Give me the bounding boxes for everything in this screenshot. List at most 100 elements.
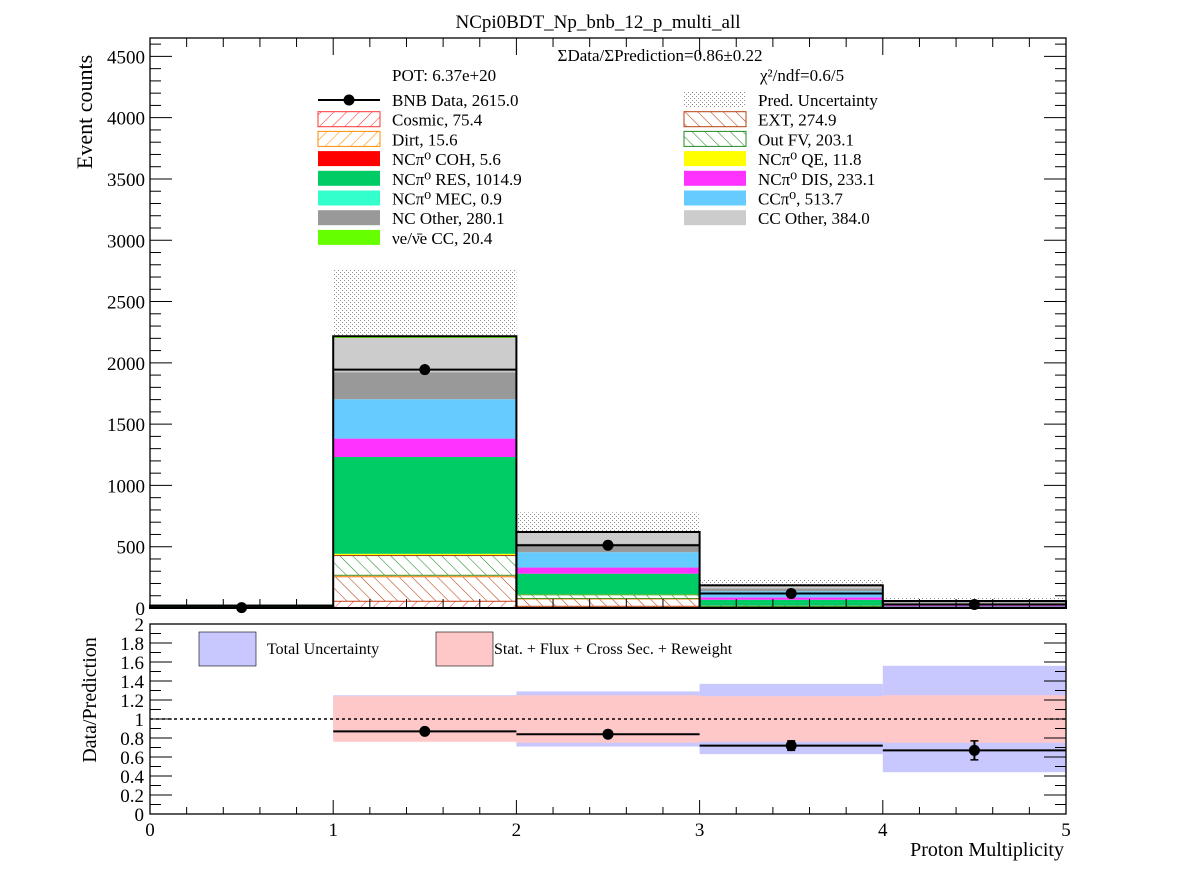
x-tick-label: 0 bbox=[145, 820, 155, 841]
y-tick-label: 1500 bbox=[107, 415, 145, 436]
legend-swatch bbox=[318, 229, 380, 245]
legend-label: CCπ⁰, 513.7 bbox=[758, 190, 843, 209]
ratio-point bbox=[602, 728, 614, 740]
ratio-y-tick-label: 0.4 bbox=[120, 767, 144, 788]
legend-swatch bbox=[684, 151, 746, 167]
ratio-y-tick-label: 0 bbox=[135, 805, 145, 826]
x-tick-label: 2 bbox=[512, 820, 522, 841]
stack-bar-EXT bbox=[332, 576, 517, 602]
ratio-y-axis-label: Data/Prediction bbox=[79, 637, 101, 763]
stack-bar-NCπ⁰ QE bbox=[333, 553, 517, 556]
legend-label: NCπ⁰ QE, 11.8 bbox=[758, 150, 862, 169]
summary-ratio: ΣData/ΣPrediction=0.86±0.22 bbox=[558, 46, 763, 65]
data-point bbox=[785, 588, 797, 600]
legend-label: NC Other, 280.1 bbox=[392, 209, 505, 228]
ratio-y-tick-label: 0.8 bbox=[120, 729, 144, 750]
legend-label: Out FV, 203.1 bbox=[758, 130, 854, 149]
legend-label: NCπ⁰ RES, 1014.9 bbox=[392, 170, 522, 189]
legend-label: Pred. Uncertainty bbox=[758, 91, 878, 110]
ratio-legend-swatch bbox=[198, 631, 257, 667]
y-tick-label: 0 bbox=[136, 599, 146, 620]
legend: BNB Data, 2615.0 Pred. Uncertainty Cosmic,… bbox=[317, 91, 878, 248]
stack-bar-EXT bbox=[516, 598, 701, 607]
stack-bar-NCπ⁰ RES bbox=[333, 456, 517, 554]
stack-bar-Out FV bbox=[699, 604, 884, 607]
y-axis-label: Event counts bbox=[72, 55, 97, 169]
ratio-y-tick-label: 1.4 bbox=[120, 672, 144, 693]
legend-swatch bbox=[684, 170, 746, 186]
ratio-y-tick-label: 0.6 bbox=[120, 748, 144, 769]
legend-label: NCπ⁰ DIS, 233.1 bbox=[758, 170, 875, 189]
legend-label: CC Other, 384.0 bbox=[758, 209, 870, 228]
x-tick-label: 4 bbox=[878, 820, 888, 841]
y-tick-label: 4500 bbox=[107, 47, 145, 68]
legend-label: EXT, 274.9 bbox=[758, 111, 837, 130]
x-tick-label: 5 bbox=[1061, 820, 1071, 841]
legend-swatch bbox=[318, 190, 380, 206]
legend-swatch bbox=[318, 170, 380, 186]
ratio-y-tick-label: 0.2 bbox=[120, 786, 144, 807]
chart-title: NCpi0BDT_Np_bnb_12_p_multi_all bbox=[456, 12, 741, 33]
ratio-point bbox=[785, 740, 797, 752]
legend-swatch bbox=[683, 111, 747, 128]
legend-swatch bbox=[317, 130, 381, 147]
y-tick-label: 3000 bbox=[107, 231, 145, 252]
legend-label: NCπ⁰ MEC, 0.9 bbox=[392, 190, 502, 209]
y-tick-label: 2500 bbox=[107, 293, 145, 314]
ratio-legend: Total Uncertainty Stat. + Flux + Cross Se… bbox=[198, 631, 733, 667]
ratio-y-tick-label: 2 bbox=[135, 615, 145, 636]
y-tick-label: 500 bbox=[117, 538, 146, 559]
top-plot-frame bbox=[149, 37, 1067, 609]
stack-bar-NCπ⁰ RES bbox=[516, 573, 700, 595]
data-point bbox=[602, 539, 614, 551]
ratio-y-tick-label: 1 bbox=[135, 710, 145, 731]
ratio-axis-ticks: 00.20.40.60.811.21.41.61.820 1 2 3 4 5 bbox=[120, 615, 1071, 841]
legend-swatch bbox=[318, 210, 380, 226]
ratio-point bbox=[419, 725, 431, 737]
legend-label: Cosmic, 75.4 bbox=[392, 111, 483, 130]
stack-bar-Out FV bbox=[332, 555, 517, 576]
x-axis-label: Proton Multiplicity bbox=[910, 839, 1064, 861]
x-tick-label: 3 bbox=[695, 820, 705, 841]
legend-label: Dirt, 15.6 bbox=[392, 130, 458, 149]
legend-label: νe/ν̄e CC, 20.4 bbox=[392, 229, 493, 248]
ratio-legend-label: Total Uncertainty bbox=[267, 641, 379, 658]
legend-swatch bbox=[684, 190, 746, 206]
legend-label: BNB Data, 2615.0 bbox=[392, 91, 519, 110]
legend-label: NCπ⁰ COH, 5.6 bbox=[392, 150, 501, 169]
data-point bbox=[419, 364, 431, 376]
stack-bar-CCπ⁰ bbox=[333, 399, 517, 439]
stack-bar-CC Other bbox=[516, 532, 700, 544]
ratio-y-tick-label: 1.6 bbox=[120, 653, 144, 674]
legend-marker-point bbox=[343, 94, 355, 106]
y-tick-label: 2000 bbox=[107, 354, 145, 375]
legend-swatch bbox=[684, 210, 746, 226]
legend-swatch bbox=[683, 130, 747, 147]
stack-bar-NCπ⁰ RES bbox=[699, 599, 883, 606]
ratio-y-tick-label: 1.2 bbox=[120, 691, 144, 712]
ratio-y-tick-label: 1.8 bbox=[120, 634, 144, 655]
x-tick-label: 1 bbox=[328, 820, 338, 841]
stack-bar-NCπ⁰ DIS bbox=[333, 438, 517, 457]
ratio-plot-area bbox=[150, 665, 1066, 773]
stack-bar-CCπ⁰ bbox=[516, 552, 700, 568]
y-tick-label: 1000 bbox=[107, 476, 145, 497]
ratio-legend-swatch bbox=[435, 631, 494, 667]
stack-bar-NCπ⁰ DIS bbox=[516, 567, 700, 574]
ratio-legend-label: Stat. + Flux + Cross Sec. + Reweight bbox=[494, 641, 733, 658]
stack-bar-NCπ⁰ COH bbox=[333, 555, 517, 556]
stack-bar-Out FV bbox=[516, 594, 701, 599]
y-tick-label: 4000 bbox=[107, 109, 145, 130]
top-plot-area bbox=[149, 269, 1067, 614]
legend-swatch bbox=[684, 92, 746, 107]
data-point bbox=[968, 598, 980, 610]
ratio-point bbox=[968, 744, 980, 756]
legend-swatch bbox=[317, 111, 381, 128]
stack-bar-Cosmic bbox=[332, 600, 517, 609]
stack-bar-CC Other bbox=[699, 585, 883, 589]
y-tick-label: 3500 bbox=[107, 170, 145, 191]
legend-swatch bbox=[318, 151, 380, 167]
stack-bar-NC Other bbox=[333, 372, 517, 400]
pot-label: POT: 6.37e+20 bbox=[392, 66, 496, 85]
